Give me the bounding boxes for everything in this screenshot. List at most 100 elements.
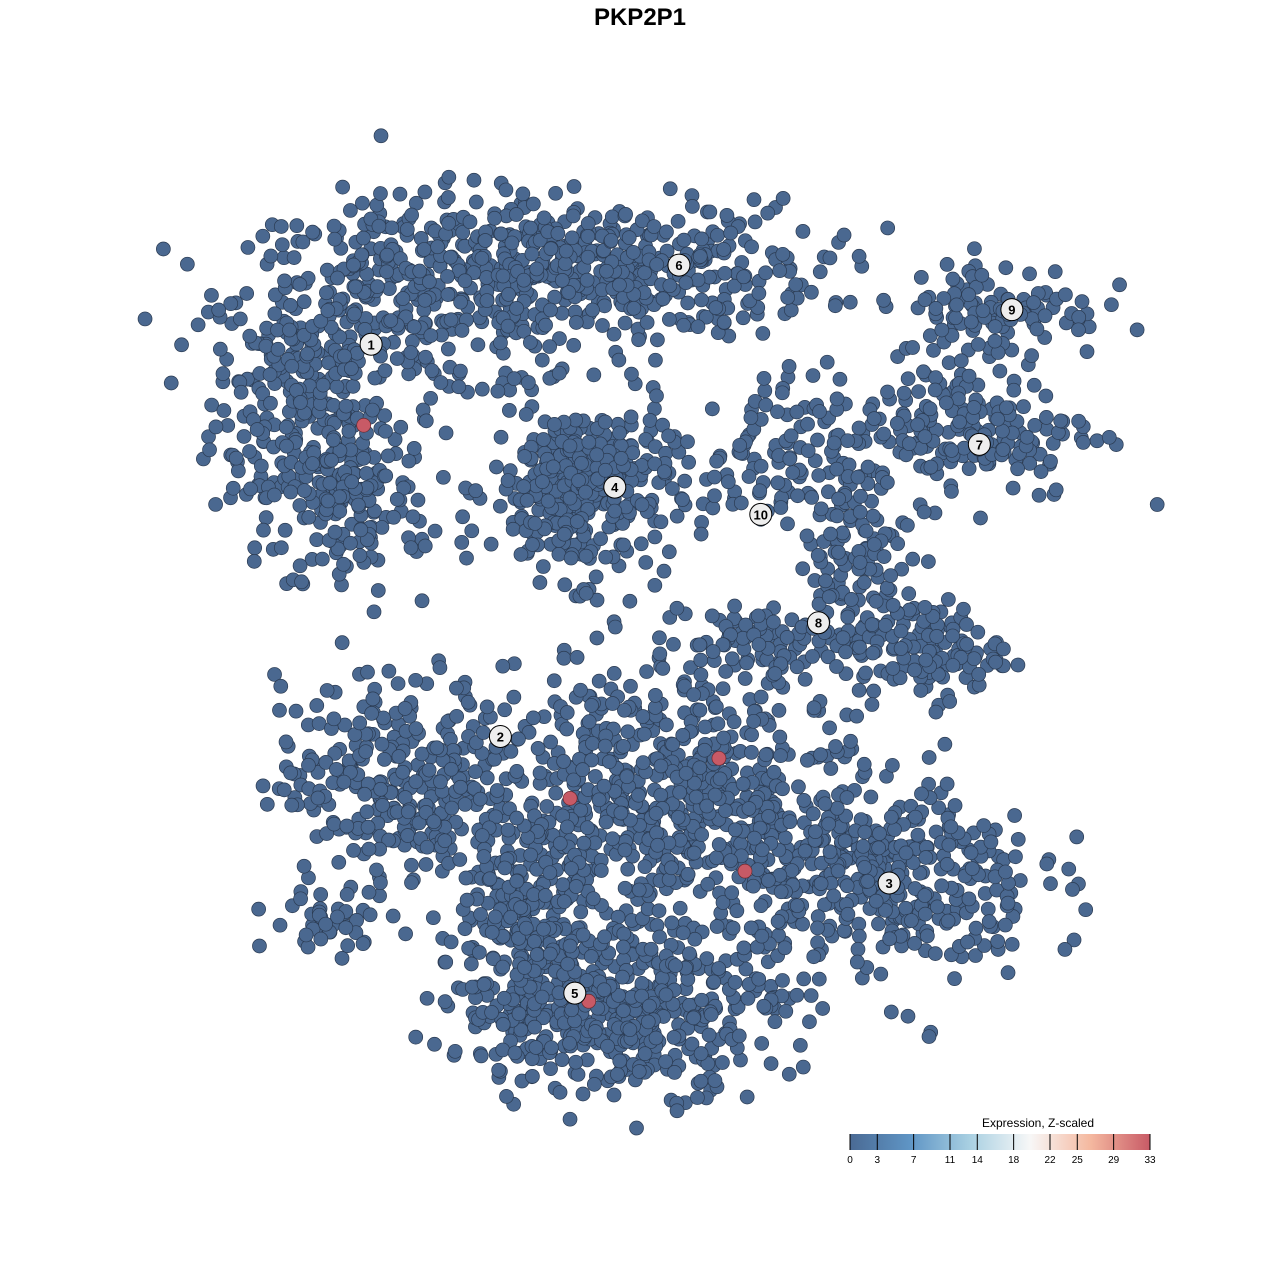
data-point bbox=[822, 844, 838, 860]
data-point bbox=[823, 526, 838, 542]
data-point bbox=[278, 419, 294, 435]
data-point bbox=[255, 228, 271, 244]
data-point bbox=[1010, 461, 1025, 477]
data-point bbox=[1024, 348, 1039, 363]
data-point bbox=[727, 822, 743, 838]
data-point bbox=[489, 459, 504, 475]
data-point bbox=[648, 1030, 664, 1046]
data-point bbox=[460, 694, 476, 710]
data-point bbox=[578, 586, 594, 601]
data-point bbox=[313, 887, 329, 902]
data-point bbox=[803, 988, 819, 1003]
data-point bbox=[998, 917, 1013, 933]
data-point bbox=[661, 428, 676, 444]
data-point bbox=[761, 873, 776, 888]
data-point bbox=[377, 752, 392, 767]
data-point bbox=[509, 301, 524, 316]
data-point bbox=[443, 249, 458, 265]
data-point bbox=[624, 366, 639, 382]
data-point bbox=[763, 1056, 779, 1071]
data-point bbox=[239, 286, 255, 301]
data-point bbox=[1007, 808, 1022, 823]
data-point bbox=[369, 862, 384, 878]
cluster-label-7: 7 bbox=[967, 432, 991, 456]
data-point bbox=[249, 422, 265, 437]
data-point bbox=[458, 870, 474, 886]
data-point bbox=[559, 819, 575, 835]
data-point bbox=[618, 207, 633, 222]
data-point bbox=[851, 420, 867, 436]
data-point bbox=[918, 652, 934, 668]
data-point bbox=[532, 575, 548, 590]
data-point bbox=[440, 341, 456, 357]
data-point bbox=[575, 1086, 591, 1102]
data-point bbox=[225, 480, 241, 496]
data-point bbox=[315, 377, 331, 393]
data-point bbox=[258, 510, 274, 525]
data-point bbox=[562, 1111, 578, 1127]
data-point bbox=[292, 558, 308, 574]
data-point bbox=[709, 850, 724, 866]
data-point bbox=[346, 843, 361, 858]
data-point bbox=[697, 719, 713, 735]
data-point bbox=[777, 940, 793, 956]
data-point bbox=[365, 402, 380, 418]
data-point bbox=[880, 384, 895, 400]
data-point bbox=[355, 195, 370, 211]
data-point bbox=[352, 548, 368, 563]
data-point bbox=[871, 840, 887, 856]
data-point bbox=[863, 789, 879, 805]
data-point bbox=[381, 663, 397, 679]
data-point bbox=[905, 551, 921, 567]
data-point bbox=[726, 278, 742, 294]
data-point bbox=[538, 317, 553, 333]
data-point bbox=[678, 765, 694, 781]
data-point bbox=[1104, 297, 1119, 313]
data-point bbox=[547, 289, 562, 305]
colorbar bbox=[850, 1134, 1150, 1150]
data-point bbox=[310, 790, 326, 806]
data-point bbox=[556, 754, 571, 769]
data-point bbox=[872, 826, 887, 841]
data-point bbox=[648, 352, 663, 368]
data-point bbox=[732, 437, 748, 453]
data-point bbox=[647, 577, 663, 593]
data-point bbox=[272, 702, 287, 718]
data-point bbox=[850, 941, 866, 957]
data-point bbox=[568, 1054, 584, 1070]
high-expression-point bbox=[356, 417, 372, 433]
data-point bbox=[961, 368, 977, 384]
data-point bbox=[1031, 487, 1047, 503]
data-point bbox=[561, 285, 576, 300]
data-point bbox=[910, 417, 925, 433]
data-point bbox=[876, 426, 892, 442]
data-point bbox=[720, 474, 736, 490]
data-point bbox=[305, 224, 320, 240]
data-point bbox=[398, 926, 413, 942]
data-point bbox=[208, 419, 224, 435]
data-point bbox=[731, 1028, 747, 1044]
data-point bbox=[973, 510, 988, 526]
data-point bbox=[1048, 482, 1064, 498]
data-point bbox=[373, 128, 389, 144]
data-point bbox=[777, 830, 793, 846]
data-point bbox=[603, 233, 619, 248]
data-point bbox=[332, 443, 348, 458]
data-point bbox=[278, 734, 294, 750]
data-point bbox=[998, 864, 1013, 880]
data-point bbox=[729, 903, 745, 919]
data-point bbox=[795, 916, 810, 932]
data-point bbox=[680, 295, 696, 311]
data-point bbox=[735, 310, 751, 326]
cluster-label-4: 4 bbox=[603, 475, 627, 499]
data-point bbox=[495, 268, 511, 284]
data-point bbox=[650, 837, 666, 853]
data-point bbox=[813, 747, 828, 762]
data-point bbox=[379, 247, 395, 263]
high-expression-point bbox=[737, 863, 753, 879]
data-point bbox=[770, 475, 786, 491]
data-point bbox=[410, 492, 426, 508]
data-point bbox=[857, 824, 873, 840]
data-point bbox=[866, 537, 882, 552]
data-point bbox=[944, 484, 959, 499]
